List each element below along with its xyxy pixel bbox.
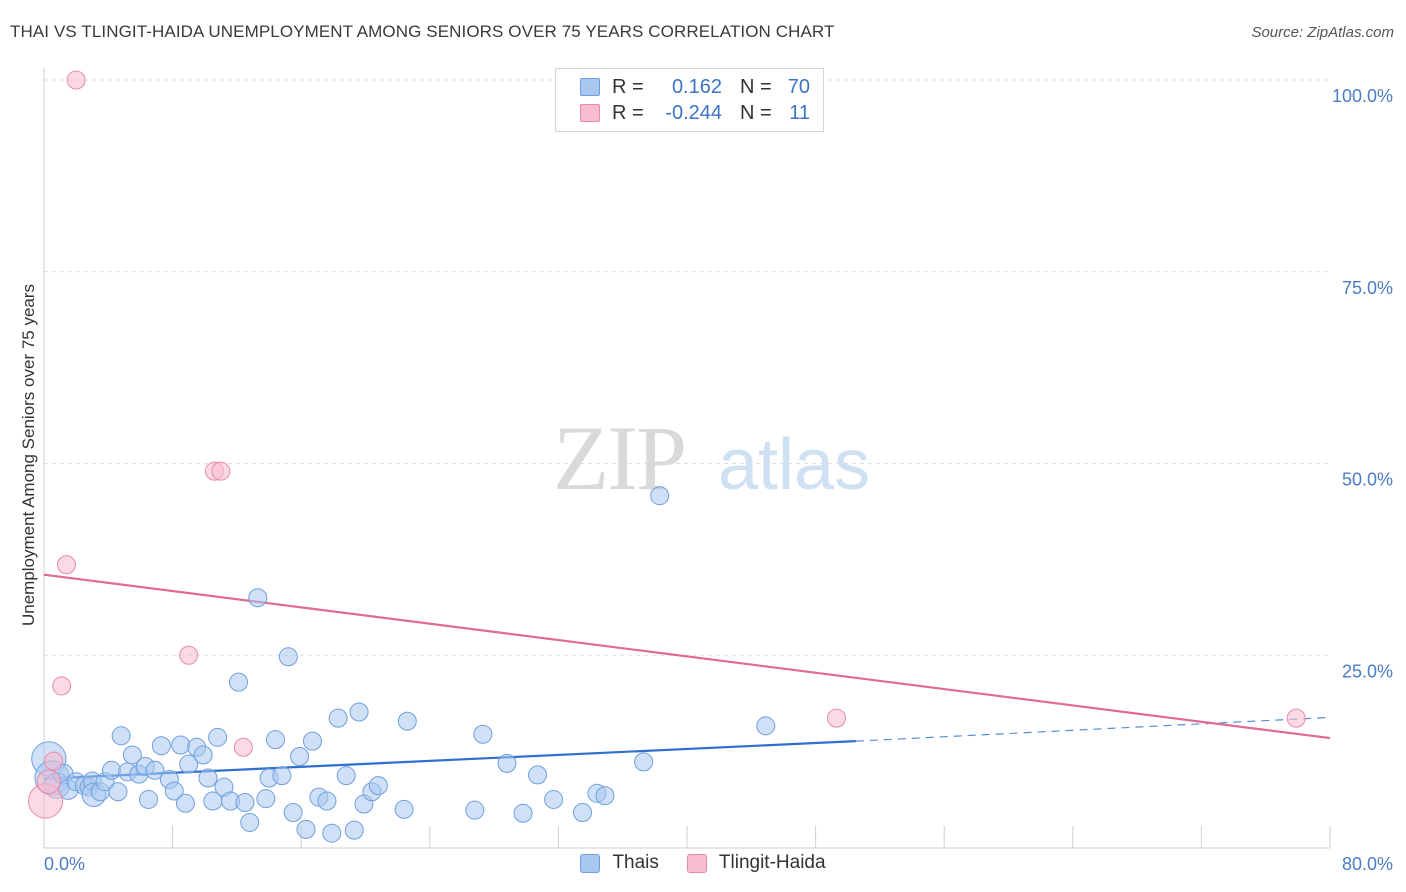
series-legend-item-thais: Thais: [580, 852, 659, 874]
point-tlingit-haida: [211, 461, 231, 481]
point-thais: [368, 776, 388, 796]
point-thais: [513, 803, 533, 823]
tick-labels: 25.0% 50.0% 75.0% 100.0% 0.0% 80.0%: [44, 86, 1393, 874]
legend-row-thais: R = 0.162 N = 70: [580, 74, 810, 100]
point-thais: [650, 486, 670, 506]
point-thais: [138, 789, 158, 809]
point-thais: [473, 724, 493, 744]
point-thais: [248, 588, 268, 608]
series-legend-label: Thais: [612, 852, 659, 873]
legend-row-tlingit-haida: R = -0.244 N = 11: [580, 100, 810, 126]
legend-r-label: R =: [612, 75, 644, 98]
point-thais: [272, 766, 292, 786]
watermark-atlas: atlas: [718, 425, 870, 505]
point-thais: [595, 786, 615, 806]
point-thais: [208, 727, 228, 747]
series-legend-label: Tlingit-Haida: [718, 852, 826, 873]
point-thais: [394, 799, 414, 819]
point-thais: [497, 753, 517, 773]
point-thais: [235, 793, 255, 813]
point-thais: [397, 711, 417, 731]
legend-n-value: 70: [787, 75, 810, 98]
legend-r-value: -0.244: [665, 101, 722, 124]
point-tlingit-haida: [233, 737, 253, 757]
point-thais: [229, 672, 249, 692]
point-thais: [164, 781, 184, 801]
x-tick-label: 0.0%: [44, 854, 85, 874]
point-thais: [317, 791, 337, 811]
point-tlingit-haida: [826, 708, 846, 728]
point-thais: [296, 819, 316, 839]
point-tlingit-haida: [36, 769, 62, 795]
point-thais: [544, 789, 564, 809]
chart-source: Source: ZipAtlas.com: [1251, 24, 1394, 41]
point-thais: [265, 730, 285, 750]
point-thais: [283, 802, 303, 822]
point-thais: [111, 726, 131, 746]
point-thais: [256, 789, 276, 809]
legend-n-label: N =: [740, 101, 772, 124]
point-thais: [151, 736, 171, 756]
y-axis-label: Unemployment Among Seniors over 75 years: [19, 284, 38, 626]
series-legend-swatch-tlingit-haida: [686, 853, 707, 873]
y-tick-label: 25.0%: [1342, 661, 1393, 681]
watermark: ZIP atlas: [553, 407, 870, 509]
point-thais: [322, 823, 342, 843]
point-thais: [240, 812, 260, 832]
legend-r-value: 0.162: [671, 75, 722, 98]
point-thais: [756, 716, 776, 736]
trend-extension-thais: [855, 716, 1331, 742]
point-thais: [349, 702, 369, 722]
point-thais: [290, 746, 310, 766]
point-thais: [465, 800, 485, 820]
point-thais: [175, 793, 195, 813]
x-tick-label: 80.0%: [1342, 854, 1393, 874]
point-thais: [328, 708, 348, 728]
point-thais: [634, 752, 654, 772]
point-thais: [198, 768, 218, 788]
y-tick-label: 100.0%: [1332, 86, 1393, 106]
point-tlingit-haida: [1286, 708, 1306, 728]
legend-n-label: N =: [740, 75, 772, 98]
legend-n-value: 11: [789, 101, 810, 124]
legend-swatch-thais: [580, 78, 600, 96]
chart-title: THAI VS TLINGIT-HAIDA UNEMPLOYMENT AMONG…: [10, 22, 835, 41]
point-thais: [108, 782, 128, 802]
point-tlingit-haida: [44, 751, 64, 771]
trend-line-thais: [43, 740, 856, 780]
axes: [43, 68, 1331, 849]
legend-r-label: R =: [612, 101, 644, 124]
series-legend-item-tlingit-haida: Tlingit-Haida: [686, 852, 826, 874]
point-tlingit-haida: [179, 645, 199, 665]
trend-line-tlingit-haida: [43, 573, 1331, 740]
point-thais: [336, 766, 356, 786]
data-points: [28, 70, 1306, 843]
point-thais: [145, 760, 165, 780]
point-thais: [122, 745, 142, 765]
gridlines: [44, 79, 1330, 656]
point-thais: [302, 731, 322, 751]
point-thais: [528, 765, 548, 785]
series-legend-swatch-thais: [580, 853, 601, 873]
point-thais: [179, 754, 199, 774]
y-tick-label: 50.0%: [1342, 470, 1393, 490]
correlation-legend: R = 0.162 N = 70 R = -0.244 N = 11: [555, 68, 824, 132]
point-thais: [102, 760, 122, 780]
y-tick-label: 75.0%: [1342, 278, 1393, 298]
point-thais: [171, 735, 191, 755]
point-thais: [573, 802, 593, 822]
point-tlingit-haida: [57, 555, 77, 575]
point-thais: [344, 820, 364, 840]
point-thais: [278, 647, 298, 667]
point-tlingit-haida: [66, 70, 86, 90]
point-tlingit-haida: [52, 676, 72, 696]
legend-swatch-tlingit-haida: [580, 104, 600, 122]
point-thais: [193, 745, 213, 765]
series-legend: Thais Tlingit-Haida: [0, 852, 1406, 874]
